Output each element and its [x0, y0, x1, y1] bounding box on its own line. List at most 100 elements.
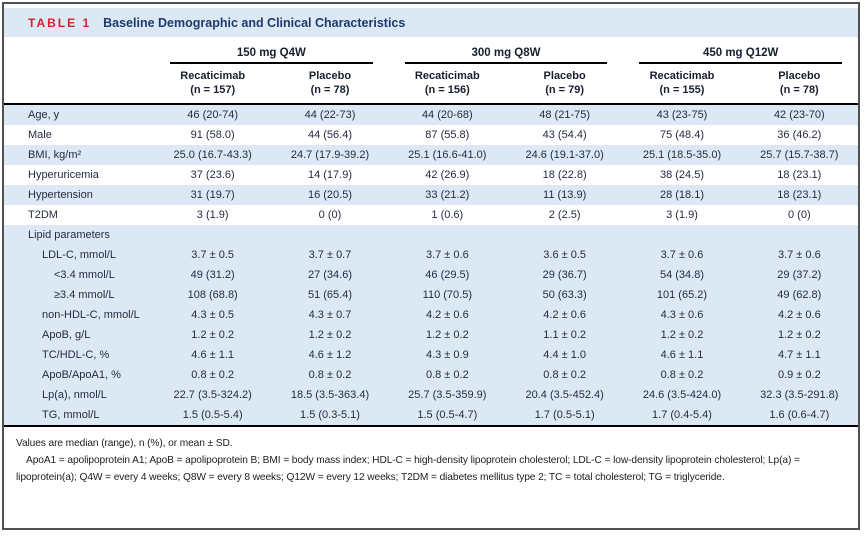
- group-label: 450 mg Q12W: [639, 37, 842, 64]
- table-row: Hypertension 31 (19.7) 16 (20.5) 33 (21.2) 1…: [4, 185, 858, 205]
- table-cell: 4.7 ± 1.1: [777, 349, 821, 361]
- table-row: ≥3.4 mmol/L 108 (68.8) 51 (65.4) 110 (70.5)…: [4, 285, 858, 305]
- table-cell: 1.2 ± 0.2: [191, 329, 235, 341]
- sample-size: (n = 155): [659, 84, 705, 96]
- table-cell: 29 (36.7): [542, 269, 587, 281]
- table-row: non-HDL-C, mmol/L 4.3 ± 0.5 4.3 ± 0.7 4.2 ±…: [4, 305, 858, 325]
- table-cell: [506, 225, 623, 245]
- dose-group-row: 150 mg Q4W 300 mg Q8W 450 mg Q12W: [4, 37, 858, 64]
- table-cell: 1.7 (0.4-5.4): [623, 405, 741, 427]
- table-cell: 18.5 (3.5-363.4): [290, 389, 370, 401]
- table-cell: 27 (34.6): [307, 269, 352, 281]
- table-cell: 42 (26.9): [425, 169, 470, 181]
- table-cell: 29 (37.2): [777, 269, 822, 281]
- table-cell: 75 (48.4): [659, 129, 704, 141]
- table-cell: 1.5 (0.3-5.1): [271, 405, 389, 427]
- column-group-header: 450 mg Q12W: [623, 37, 858, 64]
- row-label: <3.4 mmol/L: [54, 269, 115, 281]
- table-cell: 14 (17.9): [307, 169, 352, 181]
- table-cell: 91 (58.0): [190, 129, 235, 141]
- table-cell: 4.2 ± 0.6: [543, 309, 587, 321]
- table-cell: 18 (23.1): [777, 189, 822, 201]
- table-cell: 4.6 ± 1.1: [191, 349, 235, 361]
- table-cell: 3.7 ± 0.5: [191, 249, 235, 261]
- table-cell: 49 (31.2): [190, 269, 235, 281]
- table-row: <3.4 mmol/L 49 (31.2) 27 (34.6) 46 (29.5) 29…: [4, 265, 858, 285]
- table-cell: 3.7 ± 0.6: [425, 249, 469, 261]
- footnote-abbreviations: ApoA1 = apolipoprotein A1; ApoB = apolip…: [16, 455, 800, 483]
- table-cell: 51 (65.4): [307, 289, 352, 301]
- table-cell: 87 (55.8): [425, 129, 470, 141]
- table-cell: 22.7 (3.5-324.2): [173, 389, 252, 401]
- table-cell: 4.2 ± 0.6: [777, 309, 821, 321]
- table-cell: 3.6 ± 0.5: [543, 249, 587, 261]
- row-label: ApoB, g/L: [42, 329, 91, 341]
- table-row: T2DM 3 (1.9) 0 (0) 1 (0.6) 2 (2.5) 3 (1.9) 0 (…: [4, 205, 858, 225]
- table-cell: 1.2 ± 0.2: [308, 329, 352, 341]
- table-cell: 50 (63.3): [542, 289, 587, 301]
- table-cell: 25.1 (16.6-41.0): [408, 149, 487, 161]
- table-cell: 31 (19.7): [190, 189, 235, 201]
- table-cell: 54 (34.8): [659, 269, 704, 281]
- table-cell: 4.6 ± 1.2: [308, 349, 352, 361]
- table-cell: 11 (13.9): [543, 189, 587, 201]
- table-cell: 48 (21-75): [539, 109, 591, 121]
- row-label: non-HDL-C, mmol/L: [42, 309, 140, 321]
- table-cell: 1.5 (0.5-5.4): [154, 405, 272, 427]
- section-row: Lipid parameters: [4, 225, 858, 245]
- table-row: TC/HDL-C, % 4.6 ± 1.1 4.6 ± 1.2 4.3 ± 0.9 4.…: [4, 345, 858, 365]
- table-cell: 110 (70.5): [422, 289, 472, 301]
- row-label: Age, y: [28, 109, 60, 121]
- table-cell: 25.7 (15.7-38.7): [760, 149, 839, 161]
- column-header: Placebo (n = 78): [740, 64, 858, 105]
- table-header: 150 mg Q4W 300 mg Q8W 450 mg Q12W Recatici…: [4, 37, 858, 105]
- table-cell: 0 (0): [788, 209, 811, 221]
- table-cell: [741, 225, 858, 245]
- row-label: ≥3.4 mmol/L: [54, 289, 115, 301]
- table-cell: 0 (0): [318, 209, 342, 221]
- table-cell: 1 (0.6): [431, 209, 464, 221]
- table-cell: 36 (46.2): [777, 129, 822, 141]
- table-cell: 1.2 ± 0.2: [777, 329, 821, 341]
- table-cell: 4.3 ± 0.9: [425, 349, 469, 361]
- table-row: TG, mmol/L 1.5 (0.5-5.4) 1.5 (0.3-5.1) 1.5 …: [4, 405, 858, 427]
- column-group-header: 150 mg Q4W: [154, 37, 389, 64]
- table-row: Male 91 (58.0) 44 (56.4) 87 (55.8) 43 (54.4)…: [4, 125, 858, 145]
- table-row: ApoB, g/L 1.2 ± 0.2 1.2 ± 0.2 1.2 ± 0.2 1.1 …: [4, 325, 858, 345]
- table-cell: 0.8 ± 0.2: [191, 369, 235, 381]
- table-cell: 38 (24.5): [659, 169, 704, 181]
- table-row: Lp(a), nmol/L 22.7 (3.5-324.2) 18.5 (3.5-3…: [4, 385, 858, 405]
- table-cell: 28 (18.1): [659, 189, 704, 201]
- header-stub: [4, 64, 154, 105]
- table-cell: 43 (54.4): [542, 129, 587, 141]
- row-label: Male: [28, 129, 52, 141]
- table-footnotes: Values are median (range), n (%), or mea…: [4, 427, 858, 487]
- table-cell: 3.7 ± 0.6: [660, 249, 704, 261]
- table-cell: 32.3 (3.5-291.8): [760, 389, 839, 401]
- table-cell: 16 (20.5): [307, 189, 352, 201]
- table-cell: 25.0 (16.7-43.3): [173, 149, 252, 161]
- table-cell: 42 (23-70): [773, 109, 825, 121]
- table-row: Age, y 46 (20-74) 44 (22-73) 44 (20-68) 48 (…: [4, 104, 858, 125]
- table-cell: 0.9 ± 0.2: [777, 369, 821, 381]
- table-cell: 1.7 (0.5-5.1): [505, 405, 624, 427]
- table-cell: 24.7 (17.9-39.2): [290, 149, 370, 161]
- table-cell: 4.4 ± 1.0: [543, 349, 587, 361]
- row-label: LDL-C, mmol/L: [42, 249, 116, 261]
- table-row: ApoB/ApoA1, % 0.8 ± 0.2 0.8 ± 0.2 0.8 ± 0.2…: [4, 365, 858, 385]
- table-cell: 0.8 ± 0.2: [543, 369, 587, 381]
- table-cell: 1.2 ± 0.2: [660, 329, 704, 341]
- column-header: Recaticimab (n = 155): [623, 64, 741, 105]
- table-number: TABLE 1: [28, 15, 92, 30]
- table-figure-frame: TABLE 1 Baseline Demographic and Clinica…: [2, 2, 860, 530]
- table-cell: 18 (23.1): [777, 169, 822, 181]
- column-group-header: 300 mg Q8W: [389, 37, 624, 64]
- treatment-name: Recaticimab: [414, 70, 480, 82]
- table-cell: 4.6 ± 1.1: [660, 349, 704, 361]
- row-label: BMI, kg/m²: [28, 149, 82, 161]
- table-cell: 3 (1.9): [666, 209, 698, 221]
- table-cell: 44 (22-73): [304, 109, 356, 121]
- table-cell: 2 (2.5): [548, 209, 581, 221]
- column-header: Placebo (n = 78): [271, 64, 389, 105]
- table-cell: 0.8 ± 0.2: [308, 369, 352, 381]
